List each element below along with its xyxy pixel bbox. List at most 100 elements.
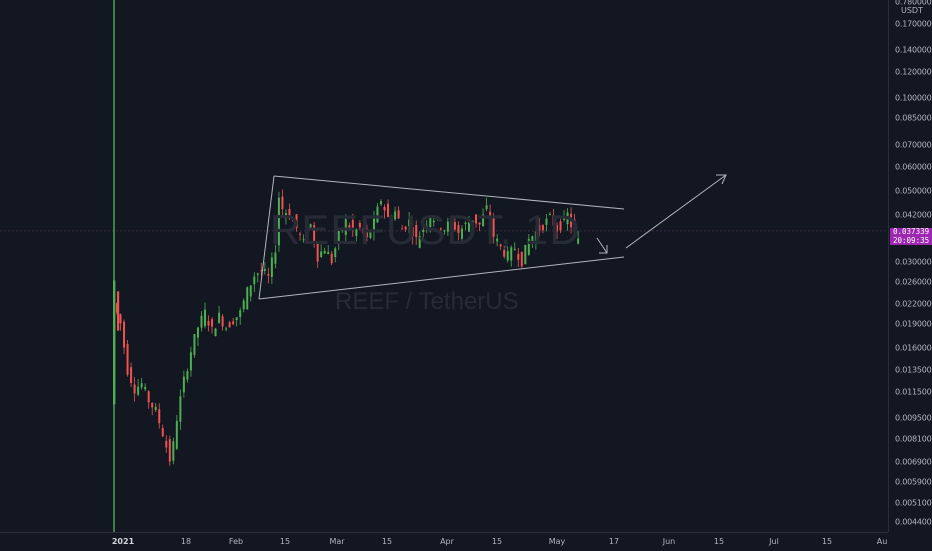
candle-body [218, 312, 221, 323]
price-tick-label: 0.100000 [895, 93, 932, 103]
candle-body [517, 253, 520, 260]
candle-body [489, 211, 492, 224]
candle-body [566, 212, 569, 225]
candle-body [450, 218, 453, 220]
candle-body [306, 237, 309, 239]
candle-body [524, 244, 527, 265]
candle-body [196, 327, 199, 338]
candle-body [372, 216, 375, 233]
candle-body [387, 203, 390, 217]
candle-body [534, 231, 537, 244]
candle-body [172, 441, 175, 461]
price-tick-label-partial: 0.780000 [895, 0, 932, 7]
candle-body [475, 214, 478, 224]
candle-body [408, 219, 411, 227]
candle-body [281, 196, 284, 210]
candle-body [383, 207, 386, 211]
candle-body [548, 213, 551, 215]
candle-body [552, 215, 555, 226]
candle-body [510, 247, 513, 261]
candlestick-chart[interactable] [0, 0, 888, 532]
time-tick-label: 15 [713, 537, 725, 546]
candle-body [506, 251, 509, 261]
candle-body [246, 287, 249, 310]
candle-body [439, 228, 442, 230]
candle-body [214, 328, 217, 337]
candle-body [182, 376, 185, 393]
candle-body [415, 225, 418, 238]
price-tick-label: 0.085000 [895, 113, 932, 123]
candle-body [270, 257, 273, 278]
candle-body [443, 230, 446, 232]
candle-body [344, 219, 347, 235]
candle-body [133, 384, 136, 394]
candle-body [496, 238, 499, 242]
candle-body [471, 220, 474, 224]
candle-body [193, 334, 196, 355]
candle-body [376, 206, 379, 223]
candle-body [513, 248, 516, 250]
current-price-badge: 0.037339 20:09:35 [890, 227, 932, 245]
candle-body [239, 310, 242, 318]
candle-body [161, 428, 164, 437]
price-tick-label: 0.140000 [895, 45, 932, 55]
candle-body [284, 213, 287, 217]
candle-body [207, 320, 210, 326]
price-tick-label: 0.005100 [895, 498, 932, 508]
candle-body [468, 222, 470, 232]
candle-body [499, 244, 502, 247]
candle-body [144, 386, 147, 390]
candle-body [225, 328, 228, 330]
bar-countdown: 20:09:35 [893, 235, 930, 245]
candle-body [527, 239, 530, 255]
candle-body [341, 229, 344, 232]
triangle-upper-trendline [273, 175, 625, 210]
retest-arrow-head [599, 245, 608, 254]
price-tick-label: 0.008100 [895, 434, 932, 444]
time-tick-label: Jun [662, 537, 676, 546]
candle-body [189, 352, 192, 371]
candle-body [211, 319, 214, 327]
candle-body [541, 225, 544, 231]
triangle-left-edge [258, 175, 275, 300]
candle-body [380, 201, 382, 205]
price-tick-label: 0.004400 [895, 517, 932, 527]
price-tick-label: 0.170000 [895, 19, 932, 29]
time-tick-label: 15 [279, 537, 291, 546]
second-candle-body [117, 291, 120, 331]
chart-pane[interactable]: REEFUSDT, 1D REEF / TetherUS [0, 0, 888, 532]
first-candle-body [113, 280, 116, 405]
price-tick-label: 0.005900 [895, 477, 932, 487]
candle-body [531, 236, 534, 244]
candle-body [401, 228, 404, 230]
price-tick-label: 0.050000 [895, 186, 932, 196]
candle-body [256, 273, 259, 275]
candle-body [429, 217, 432, 230]
candle-body [453, 222, 456, 230]
price-axis[interactable]: USDT 0.170000 0.140000 0.120000 0.100000 0.0… [888, 0, 932, 532]
candle-body [334, 248, 337, 258]
candle-body [267, 274, 270, 276]
price-tick-label: 0.030000 [895, 257, 932, 267]
candle-body [130, 367, 133, 383]
candle-body [573, 219, 576, 234]
candle-body [411, 227, 414, 237]
candle-body [119, 314, 122, 324]
candle-body [249, 285, 252, 297]
candle-body [492, 216, 495, 237]
candle-body [263, 268, 266, 271]
price-tick-label: 0.013500 [895, 365, 932, 375]
candle-body [221, 316, 224, 327]
time-axis[interactable]: 2021 18 Feb 15 Mar 15 Apr 15 May 17 Jun 15 Jul 15 Au [0, 532, 888, 551]
candle-body [422, 229, 425, 233]
candle-body [277, 197, 280, 246]
price-tick-label: 0.009500 [895, 413, 932, 423]
candle-body [538, 224, 541, 231]
price-tick-label: 0.042000 [895, 210, 932, 220]
candle-body [158, 409, 161, 424]
candle-body [394, 211, 397, 220]
candle-body [165, 440, 168, 448]
time-tick-label: 15 [821, 537, 833, 546]
price-tick-label: 0.011500 [895, 387, 932, 397]
candle-body [432, 220, 435, 223]
